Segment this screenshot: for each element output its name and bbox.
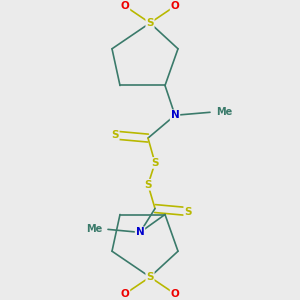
Text: S: S bbox=[184, 206, 192, 217]
Text: S: S bbox=[146, 272, 154, 282]
Text: O: O bbox=[121, 1, 129, 11]
Text: S: S bbox=[146, 18, 154, 28]
Text: Me: Me bbox=[216, 107, 232, 117]
Text: S: S bbox=[111, 130, 119, 140]
Text: S: S bbox=[144, 180, 152, 190]
Text: N: N bbox=[136, 227, 144, 237]
Text: Me: Me bbox=[86, 224, 102, 234]
Text: O: O bbox=[121, 289, 129, 299]
Text: O: O bbox=[171, 1, 179, 11]
Text: O: O bbox=[171, 289, 179, 299]
Text: S: S bbox=[151, 158, 159, 168]
Text: N: N bbox=[171, 110, 179, 120]
